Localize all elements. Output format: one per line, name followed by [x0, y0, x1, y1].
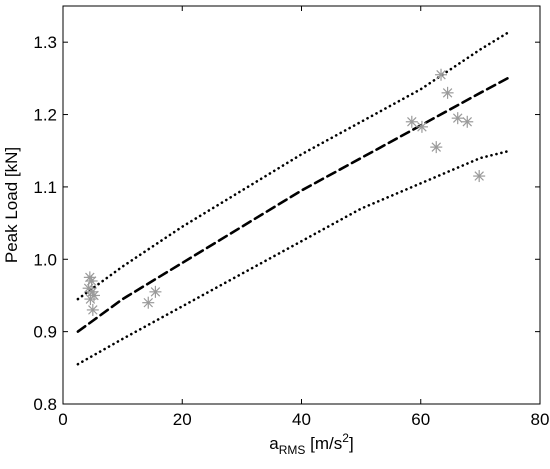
axis-tick-labels: 0 20 40 60 80 0.8 0.9 1.0 1.1 1.2 1.3 — [33, 33, 549, 429]
data-point — [430, 141, 443, 154]
y-tick-label: 0.8 — [33, 395, 57, 414]
x-tick-label: 80 — [531, 410, 550, 429]
x-tick-label: 60 — [411, 410, 430, 429]
x-axis-title-sup: 2 — [342, 431, 349, 445]
x-tick-label: 0 — [58, 410, 67, 429]
data-point — [441, 86, 454, 99]
y-tick-label: 1.3 — [33, 33, 57, 52]
y-tick-label: 1.0 — [33, 250, 57, 269]
x-axis-title-base: a — [269, 434, 279, 453]
x-tick-label: 40 — [292, 410, 311, 429]
y-tick-label: 0.9 — [33, 323, 57, 342]
x-axis-title: aRMS [m/s2] — [269, 431, 353, 457]
confidence-bound-line — [76, 29, 512, 301]
x-axis-title-sub: RMS — [279, 443, 306, 457]
axis-ticks — [62, 6, 541, 405]
plot-lines — [76, 29, 512, 366]
data-point — [435, 68, 448, 81]
confidence-bound-line — [76, 149, 512, 366]
x-tick-label: 20 — [173, 410, 192, 429]
data-point — [473, 170, 486, 183]
fit-line — [76, 75, 512, 333]
y-axis-title: Peak Load [kN] — [2, 147, 21, 263]
y-tick-label: 1.1 — [33, 178, 57, 197]
y-tick-label: 1.2 — [33, 106, 57, 125]
data-point — [86, 303, 99, 316]
data-point — [451, 112, 464, 125]
data-point — [461, 115, 474, 128]
data-point — [142, 296, 155, 309]
x-axis-title-unit-end: ] — [349, 434, 354, 453]
x-axis-title-unit: [m/s — [305, 434, 342, 453]
plot-markers — [82, 68, 486, 316]
data-point — [405, 115, 418, 128]
data-point — [84, 293, 97, 306]
data-point — [149, 285, 162, 298]
data-point — [415, 120, 428, 133]
